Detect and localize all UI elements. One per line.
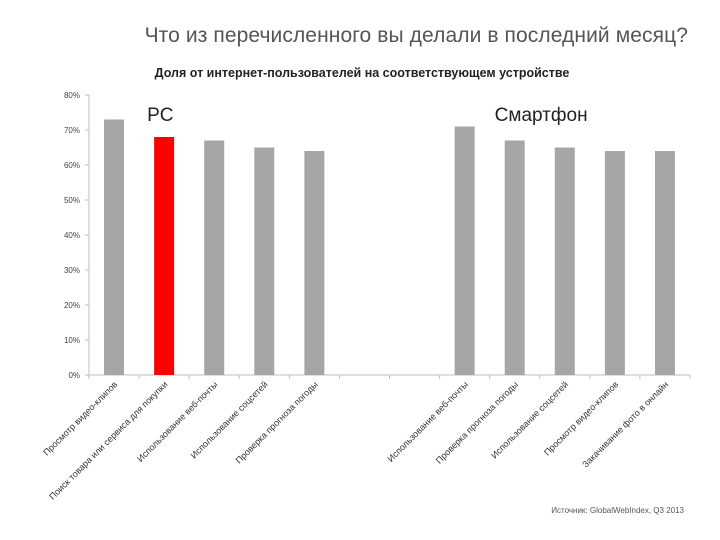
category-label: Использование веб-почты xyxy=(386,379,471,464)
y-tick-label: 30% xyxy=(64,266,80,275)
y-tick-label: 40% xyxy=(64,231,80,240)
bar-pc-2 xyxy=(154,137,175,375)
y-tick-label: 60% xyxy=(64,161,80,170)
category-label: Использование веб-почты xyxy=(135,379,220,464)
y-tick-label: 70% xyxy=(64,126,80,135)
group-label-smartphone: Смартфон xyxy=(495,105,588,126)
category-label: Проверка прогноза погоды xyxy=(234,379,320,465)
bar-smartphone-1 xyxy=(454,126,475,375)
bar-pc-5 xyxy=(304,151,325,375)
chart-title: Доля от интернет-пользователей на соотве… xyxy=(155,66,570,80)
y-tick-label: 10% xyxy=(64,336,80,345)
bar-pc-1 xyxy=(104,119,125,375)
bar-pc-3 xyxy=(204,140,225,375)
y-tick-label: 50% xyxy=(64,196,80,205)
bar-pc-4 xyxy=(254,147,275,375)
source-note: Источник: GlobalWebIndex, Q3 2013 xyxy=(551,506,684,515)
group-label-pc: PC xyxy=(147,105,173,126)
y-tick-label: 0% xyxy=(68,371,80,380)
bar-smartphone-5 xyxy=(654,151,675,375)
bar-smartphone-4 xyxy=(604,151,625,375)
slide-title: Что из перечисленного вы делали в послед… xyxy=(144,24,688,47)
bar-smartphone-3 xyxy=(554,147,575,375)
category-label: Проверка прогноза погоды xyxy=(434,379,520,465)
y-tick-label: 80% xyxy=(64,91,80,100)
category-label: Закачивание фото в онлайн xyxy=(580,379,670,469)
bar-smartphone-2 xyxy=(504,140,525,375)
y-tick-label: 20% xyxy=(64,301,80,310)
